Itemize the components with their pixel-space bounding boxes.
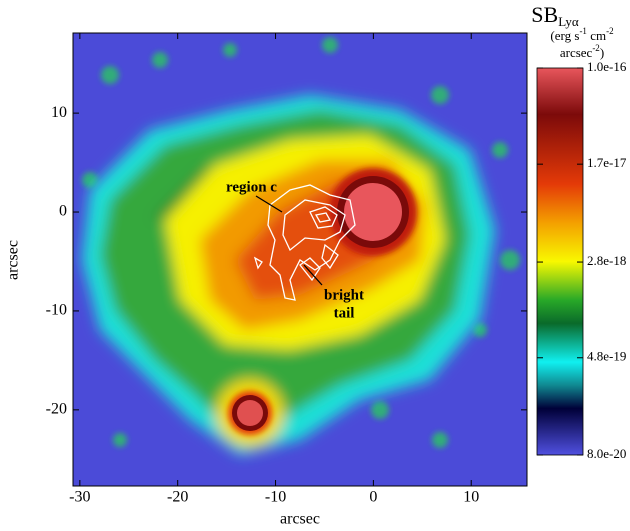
surface-brightness-map (73, 33, 527, 486)
colorbar-tick-label: 1.0e-16 (587, 59, 627, 74)
contours (253, 184, 356, 301)
unit-exponent: -2 (592, 43, 600, 53)
unit-exponent: -1 (579, 26, 587, 36)
colorbar-tick-label: 1.7e-17 (587, 155, 627, 170)
y-tick-label: -20 (46, 401, 67, 418)
annotation: bright (324, 287, 364, 303)
x-tick-label: -20 (167, 489, 188, 506)
x-axis-label: arcsec (280, 511, 320, 528)
colorbar-unit: (erg s-1 cm-2 (550, 26, 613, 43)
unit-text: ) (600, 45, 604, 60)
x-tick-label: 10 (463, 489, 479, 506)
colorbar-title-main: SB (531, 2, 558, 27)
x-tick-label: -10 (265, 489, 286, 506)
y-tick-label: -10 (46, 302, 67, 319)
colorbar-title: SBLyα (531, 2, 579, 29)
colorbar-tick-label: 4.8e-19 (587, 349, 626, 364)
colorbar (536, 67, 584, 456)
x-tick-label: -30 (69, 489, 90, 506)
unit-text: arcsec (560, 45, 593, 60)
annotation: tail (334, 305, 355, 321)
unit-exponent: -2 (606, 26, 614, 36)
annotation: region c (226, 179, 277, 195)
colorbar-tick-label: 2.8e-18 (587, 253, 626, 268)
y-tick-label: 0 (59, 203, 67, 220)
annotation-arrows (255, 195, 323, 286)
x-tick-label: 0 (369, 489, 377, 506)
y-axis-label: arcsec (5, 240, 22, 280)
unit-text: cm (587, 28, 606, 43)
y-tick-label: 10 (51, 104, 67, 121)
colorbar-unit: arcsec-2) (560, 43, 604, 60)
colorbar-title-sub: Lyα (558, 14, 579, 29)
unit-text: (erg s (550, 28, 579, 43)
plot-frame (72, 32, 528, 487)
colorbar-tick-label: 8.0e-20 (587, 446, 626, 461)
